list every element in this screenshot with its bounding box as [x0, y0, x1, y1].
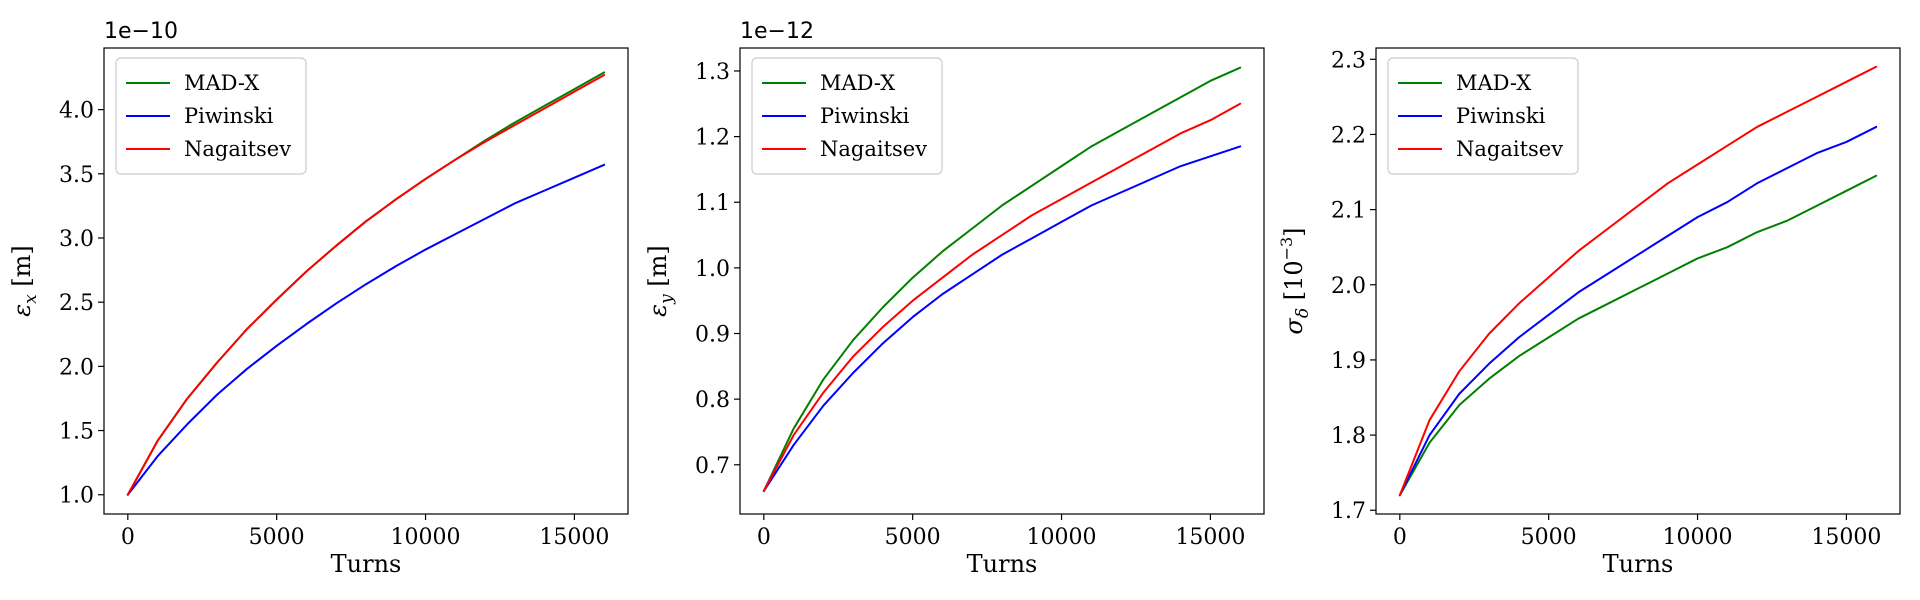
y-tick-label: 3.0: [59, 227, 94, 252]
offset-text: 1e−10: [104, 19, 178, 44]
y-tick-label: 0.9: [695, 323, 730, 348]
x-axis-label: Turns: [1603, 550, 1674, 578]
y-tick-label: 1.8: [1331, 424, 1366, 449]
y-tick-label: 3.5: [59, 163, 94, 188]
axes-frame: [739, 47, 1265, 515]
x-tick-label: 10000: [1663, 525, 1733, 550]
y-tick-label: 1.0: [59, 484, 94, 509]
y-tick-label: 2.0: [1331, 274, 1366, 299]
y-axis-label: σδ [10−3]: [1277, 227, 1313, 334]
legend-label: Piwinski: [1456, 104, 1546, 128]
legend-label: MAD-X: [1456, 71, 1531, 95]
y-tick-label: 1.9: [1331, 349, 1366, 374]
x-tick-label: 0: [1393, 525, 1407, 550]
y-tick-label: 2.0: [59, 355, 94, 380]
series-line-nagaitsev: [1398, 65, 1878, 497]
x-tick-label: 15000: [1811, 525, 1881, 550]
legend-label: Piwinski: [820, 104, 910, 128]
legend-label: Nagaitsev: [1456, 137, 1563, 161]
x-tick-label: 5000: [249, 525, 305, 550]
series-line-nagaitsev: [762, 102, 1242, 493]
y-tick-label: 1.2: [695, 126, 730, 151]
y-tick-label: 4.0: [59, 99, 94, 124]
series-line-mad-x: [762, 66, 1242, 493]
legend-label: MAD-X: [184, 71, 259, 95]
y-tick-label: 1.5: [59, 420, 94, 445]
y-tick-label: 2.1: [1331, 199, 1366, 224]
y-tick-label: 1.1: [695, 191, 730, 216]
y-tick-label: 0.8: [695, 388, 730, 413]
x-axis-label: Turns: [967, 550, 1038, 578]
series-line-piwinski: [126, 163, 606, 496]
x-tick-label: 10000: [1027, 525, 1097, 550]
y-tick-label: 1.0: [695, 257, 730, 282]
legend-box: [115, 57, 307, 175]
y-axis-label: εy [m]: [644, 245, 677, 317]
x-tick-label: 0: [757, 525, 771, 550]
y-tick-label: 1.3: [695, 60, 730, 85]
series-line-mad-x: [1398, 174, 1878, 497]
axes-frame: [1375, 47, 1901, 515]
chart-panel-1: 0 5000 10000 15000 1.0 1.5 2.0 2.5 3.0 3.5 4.0 Turn…: [8, 19, 629, 578]
x-tick-label: 5000: [885, 525, 941, 550]
axes-frame: [103, 47, 629, 515]
y-tick-label: 2.2: [1331, 123, 1366, 148]
y-axis-label: εx [m]: [8, 245, 41, 317]
x-axis-label: Turns: [331, 550, 402, 578]
y-tick-label: 2.5: [59, 291, 94, 316]
y-tick-label: 0.7: [695, 454, 730, 479]
x-tick-label: 15000: [1175, 525, 1245, 550]
legend-label: Nagaitsev: [820, 137, 927, 161]
legend-label: Piwinski: [184, 104, 274, 128]
offset-text: 1e−12: [740, 19, 814, 44]
legend-label: MAD-X: [820, 71, 895, 95]
legend-label: Nagaitsev: [184, 137, 291, 161]
x-tick-label: 10000: [391, 525, 461, 550]
y-tick-label: 2.3: [1331, 48, 1366, 73]
legend-box: [1387, 57, 1579, 175]
series-line-piwinski: [1398, 125, 1878, 497]
series-line-piwinski: [762, 145, 1242, 493]
chart-panel-3: 0 5000 10000 15000 1.7 1.8 1.9 2.0 2.1 2.2 2.3 Turn…: [1277, 47, 1901, 578]
x-tick-label: 15000: [539, 525, 609, 550]
x-tick-label: 5000: [1521, 525, 1577, 550]
series-line-nagaitsev: [126, 73, 606, 496]
legend-box: [751, 57, 943, 175]
x-tick-label: 0: [121, 525, 135, 550]
chart-panel-2: 0 5000 10000 15000 0.7 0.8 0.9 1.0 1.1 1.2 1.3 Turn…: [644, 19, 1265, 578]
y-tick-label: 1.7: [1331, 499, 1366, 524]
